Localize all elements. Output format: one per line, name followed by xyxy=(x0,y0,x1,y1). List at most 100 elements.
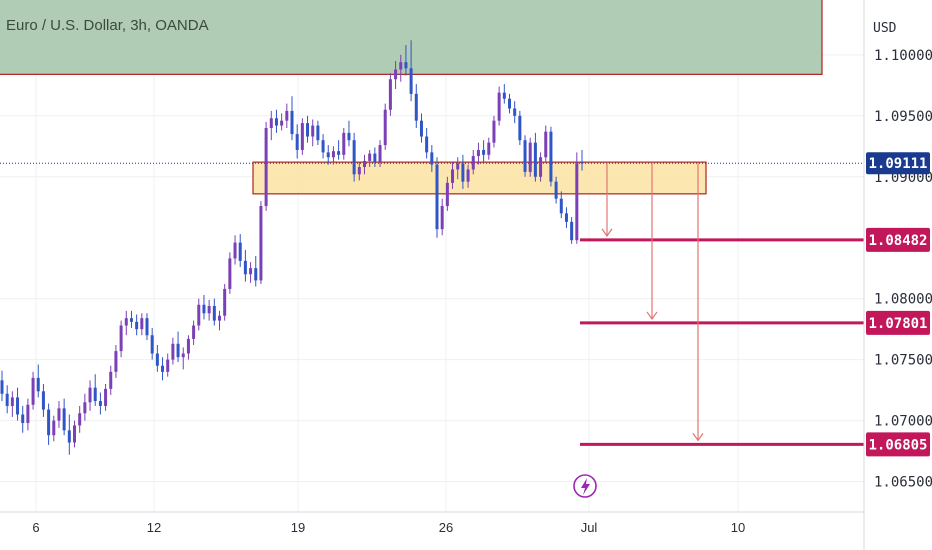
candle xyxy=(419,113,423,143)
candle-body xyxy=(274,118,278,126)
candle xyxy=(539,152,543,182)
candle-body xyxy=(249,268,253,275)
candle xyxy=(104,384,108,411)
candle-body xyxy=(482,149,486,155)
candle xyxy=(274,109,278,133)
candle-body xyxy=(10,397,14,406)
candle-body xyxy=(523,140,527,172)
grid-lines xyxy=(0,0,864,512)
candle-body xyxy=(280,120,284,126)
candle-body xyxy=(186,338,190,354)
candle-body xyxy=(73,425,76,443)
candle xyxy=(181,347,185,370)
candle xyxy=(513,101,517,124)
target-price-label: 1.06805 xyxy=(868,437,927,453)
candle xyxy=(388,73,392,116)
time-axis[interactable]: 6 12 19 26 Jul 10 xyxy=(32,520,745,535)
candle xyxy=(368,149,372,168)
candle-body xyxy=(347,132,351,141)
price-tick-label: 1.07500 xyxy=(874,353,932,369)
arrow-head xyxy=(601,228,613,237)
candle-body xyxy=(373,153,377,163)
target-arrows xyxy=(601,163,704,442)
candle-body xyxy=(471,156,475,170)
candle-body xyxy=(36,377,40,392)
candle xyxy=(533,132,537,182)
candle-body xyxy=(140,318,144,330)
lightning-icon[interactable] xyxy=(573,474,597,498)
candle-body xyxy=(337,151,341,155)
candle xyxy=(435,157,439,238)
candle-body xyxy=(212,305,216,321)
candle-body xyxy=(554,181,558,199)
candle-body xyxy=(461,163,465,182)
candle xyxy=(471,149,475,175)
candle-body xyxy=(181,353,185,358)
price-tick-label: 1.10000 xyxy=(874,48,932,64)
candle xyxy=(280,113,284,131)
candle xyxy=(83,393,87,421)
candle xyxy=(523,135,527,177)
candle xyxy=(73,420,76,448)
candle-body xyxy=(533,142,537,177)
candle xyxy=(88,380,92,411)
candle xyxy=(109,365,113,395)
candle-body xyxy=(150,335,154,354)
candle-body xyxy=(311,125,315,137)
candle-body xyxy=(176,343,180,358)
candle-body xyxy=(161,365,165,372)
candle-body xyxy=(83,402,87,414)
candle-body xyxy=(47,409,51,436)
candle-body xyxy=(352,140,356,175)
price-tick-label: 1.06500 xyxy=(874,475,932,491)
candle xyxy=(544,125,548,163)
candle xyxy=(383,103,387,150)
price-axis[interactable]: 1.100001.095001.090001.080001.075001.070… xyxy=(874,48,932,491)
candle-body xyxy=(290,110,294,135)
candle-body xyxy=(539,157,543,177)
candle xyxy=(378,140,382,168)
candle-body xyxy=(326,152,330,158)
candle-body xyxy=(98,401,102,406)
candle xyxy=(26,398,30,431)
candle-body xyxy=(513,108,517,116)
candle-body xyxy=(197,304,201,326)
candle-body xyxy=(409,68,413,94)
candle-body xyxy=(223,288,227,316)
candle-body xyxy=(171,343,175,360)
candle xyxy=(171,337,175,365)
candle-body xyxy=(124,318,128,326)
candle-body xyxy=(456,163,460,170)
candle-body xyxy=(67,430,71,443)
time-tick-label: 10 xyxy=(731,520,745,535)
target-lines: 1.08482 1.07801 1.06805 xyxy=(580,227,930,457)
candle-body xyxy=(321,140,325,153)
candle-body xyxy=(300,123,304,150)
candle-body xyxy=(342,132,346,155)
candle xyxy=(492,115,496,148)
candle xyxy=(352,132,356,182)
candle-body xyxy=(52,420,56,436)
candle-body xyxy=(93,387,97,402)
candle xyxy=(0,370,4,402)
candle-body xyxy=(243,260,247,275)
candle-body xyxy=(202,304,206,314)
candle-body xyxy=(228,258,232,289)
candle xyxy=(399,54,403,82)
target-tag xyxy=(866,227,930,252)
candle-body xyxy=(31,377,35,405)
candle xyxy=(554,176,558,204)
candle xyxy=(145,313,149,341)
candle xyxy=(223,284,227,321)
candle xyxy=(62,398,66,436)
candle xyxy=(445,176,449,211)
candle-body xyxy=(192,325,196,339)
time-tick-label: 6 xyxy=(32,520,39,535)
candle-body xyxy=(466,169,470,182)
candle xyxy=(218,310,221,331)
candle-body xyxy=(502,92,506,99)
candle-body xyxy=(41,391,45,410)
candle xyxy=(326,145,330,165)
candle-body xyxy=(497,92,501,121)
